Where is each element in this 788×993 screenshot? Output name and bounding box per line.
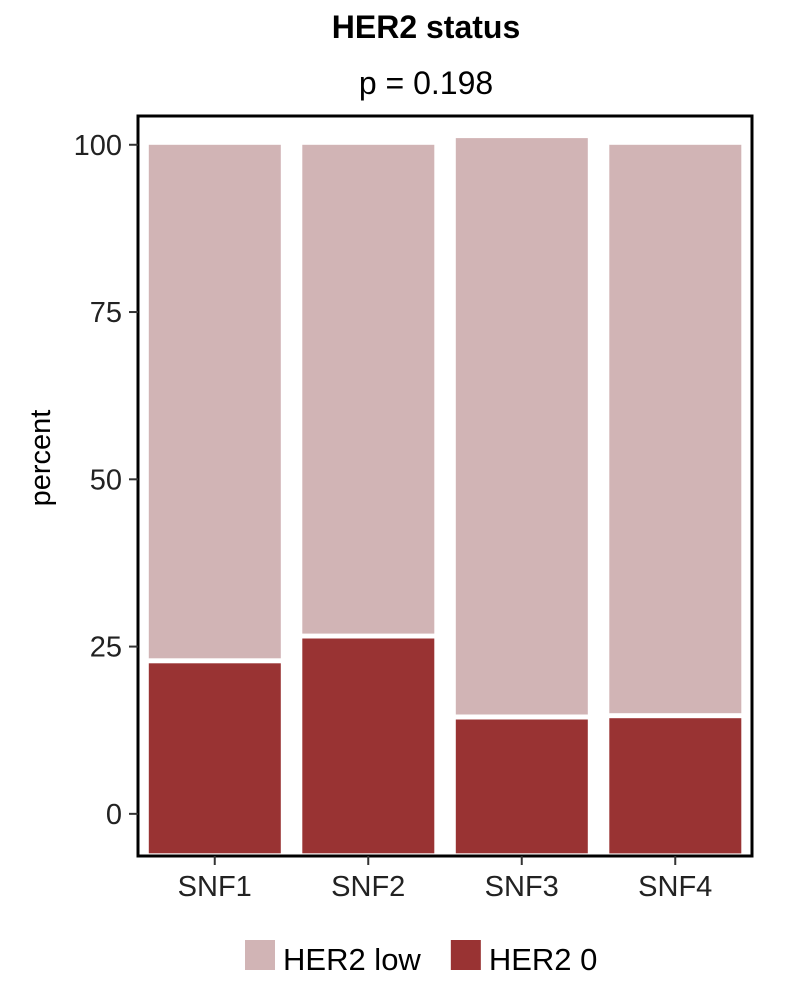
x-axis: SNF1 SNF2 SNF3 SNF4 [178,856,712,903]
y-tick-label: 50 [90,464,122,496]
legend-key [245,940,275,970]
legend-label: HER2 0 [489,942,598,977]
y-axis: 0 25 50 75 100 [74,130,138,831]
bar-group [148,138,742,854]
bar-snf4-her2-0 [609,718,742,854]
chart-subtitle: p = 0.198 [359,65,493,101]
bar-snf4-her2-low [609,144,742,714]
bar-snf2-her2-low [302,144,435,634]
y-tick-label: 75 [90,297,122,329]
legend: HER2 low HER2 0 [245,940,597,977]
legend-key [450,940,481,970]
bar-snf3-her2-low [455,138,588,715]
chart-title: HER2 status [332,9,521,45]
y-tick-label: 25 [90,632,122,664]
legend-label: HER2 low [283,942,421,977]
bar-snf1-her2-low [148,144,281,659]
y-tick-label: 0 [106,799,122,831]
y-axis-label: percent [25,410,57,507]
x-tick-label: SNF1 [178,871,252,903]
plot-panel-border [136,114,754,858]
x-tick-label: SNF4 [638,871,712,903]
bar-snf2-her2-0 [302,638,435,854]
bar-snf3-her2-0 [455,719,588,854]
y-tick-label: 100 [74,130,122,162]
bar-snf1-her2-0 [148,663,281,854]
x-tick-label: SNF3 [485,871,559,903]
x-tick-label: SNF2 [331,871,405,903]
